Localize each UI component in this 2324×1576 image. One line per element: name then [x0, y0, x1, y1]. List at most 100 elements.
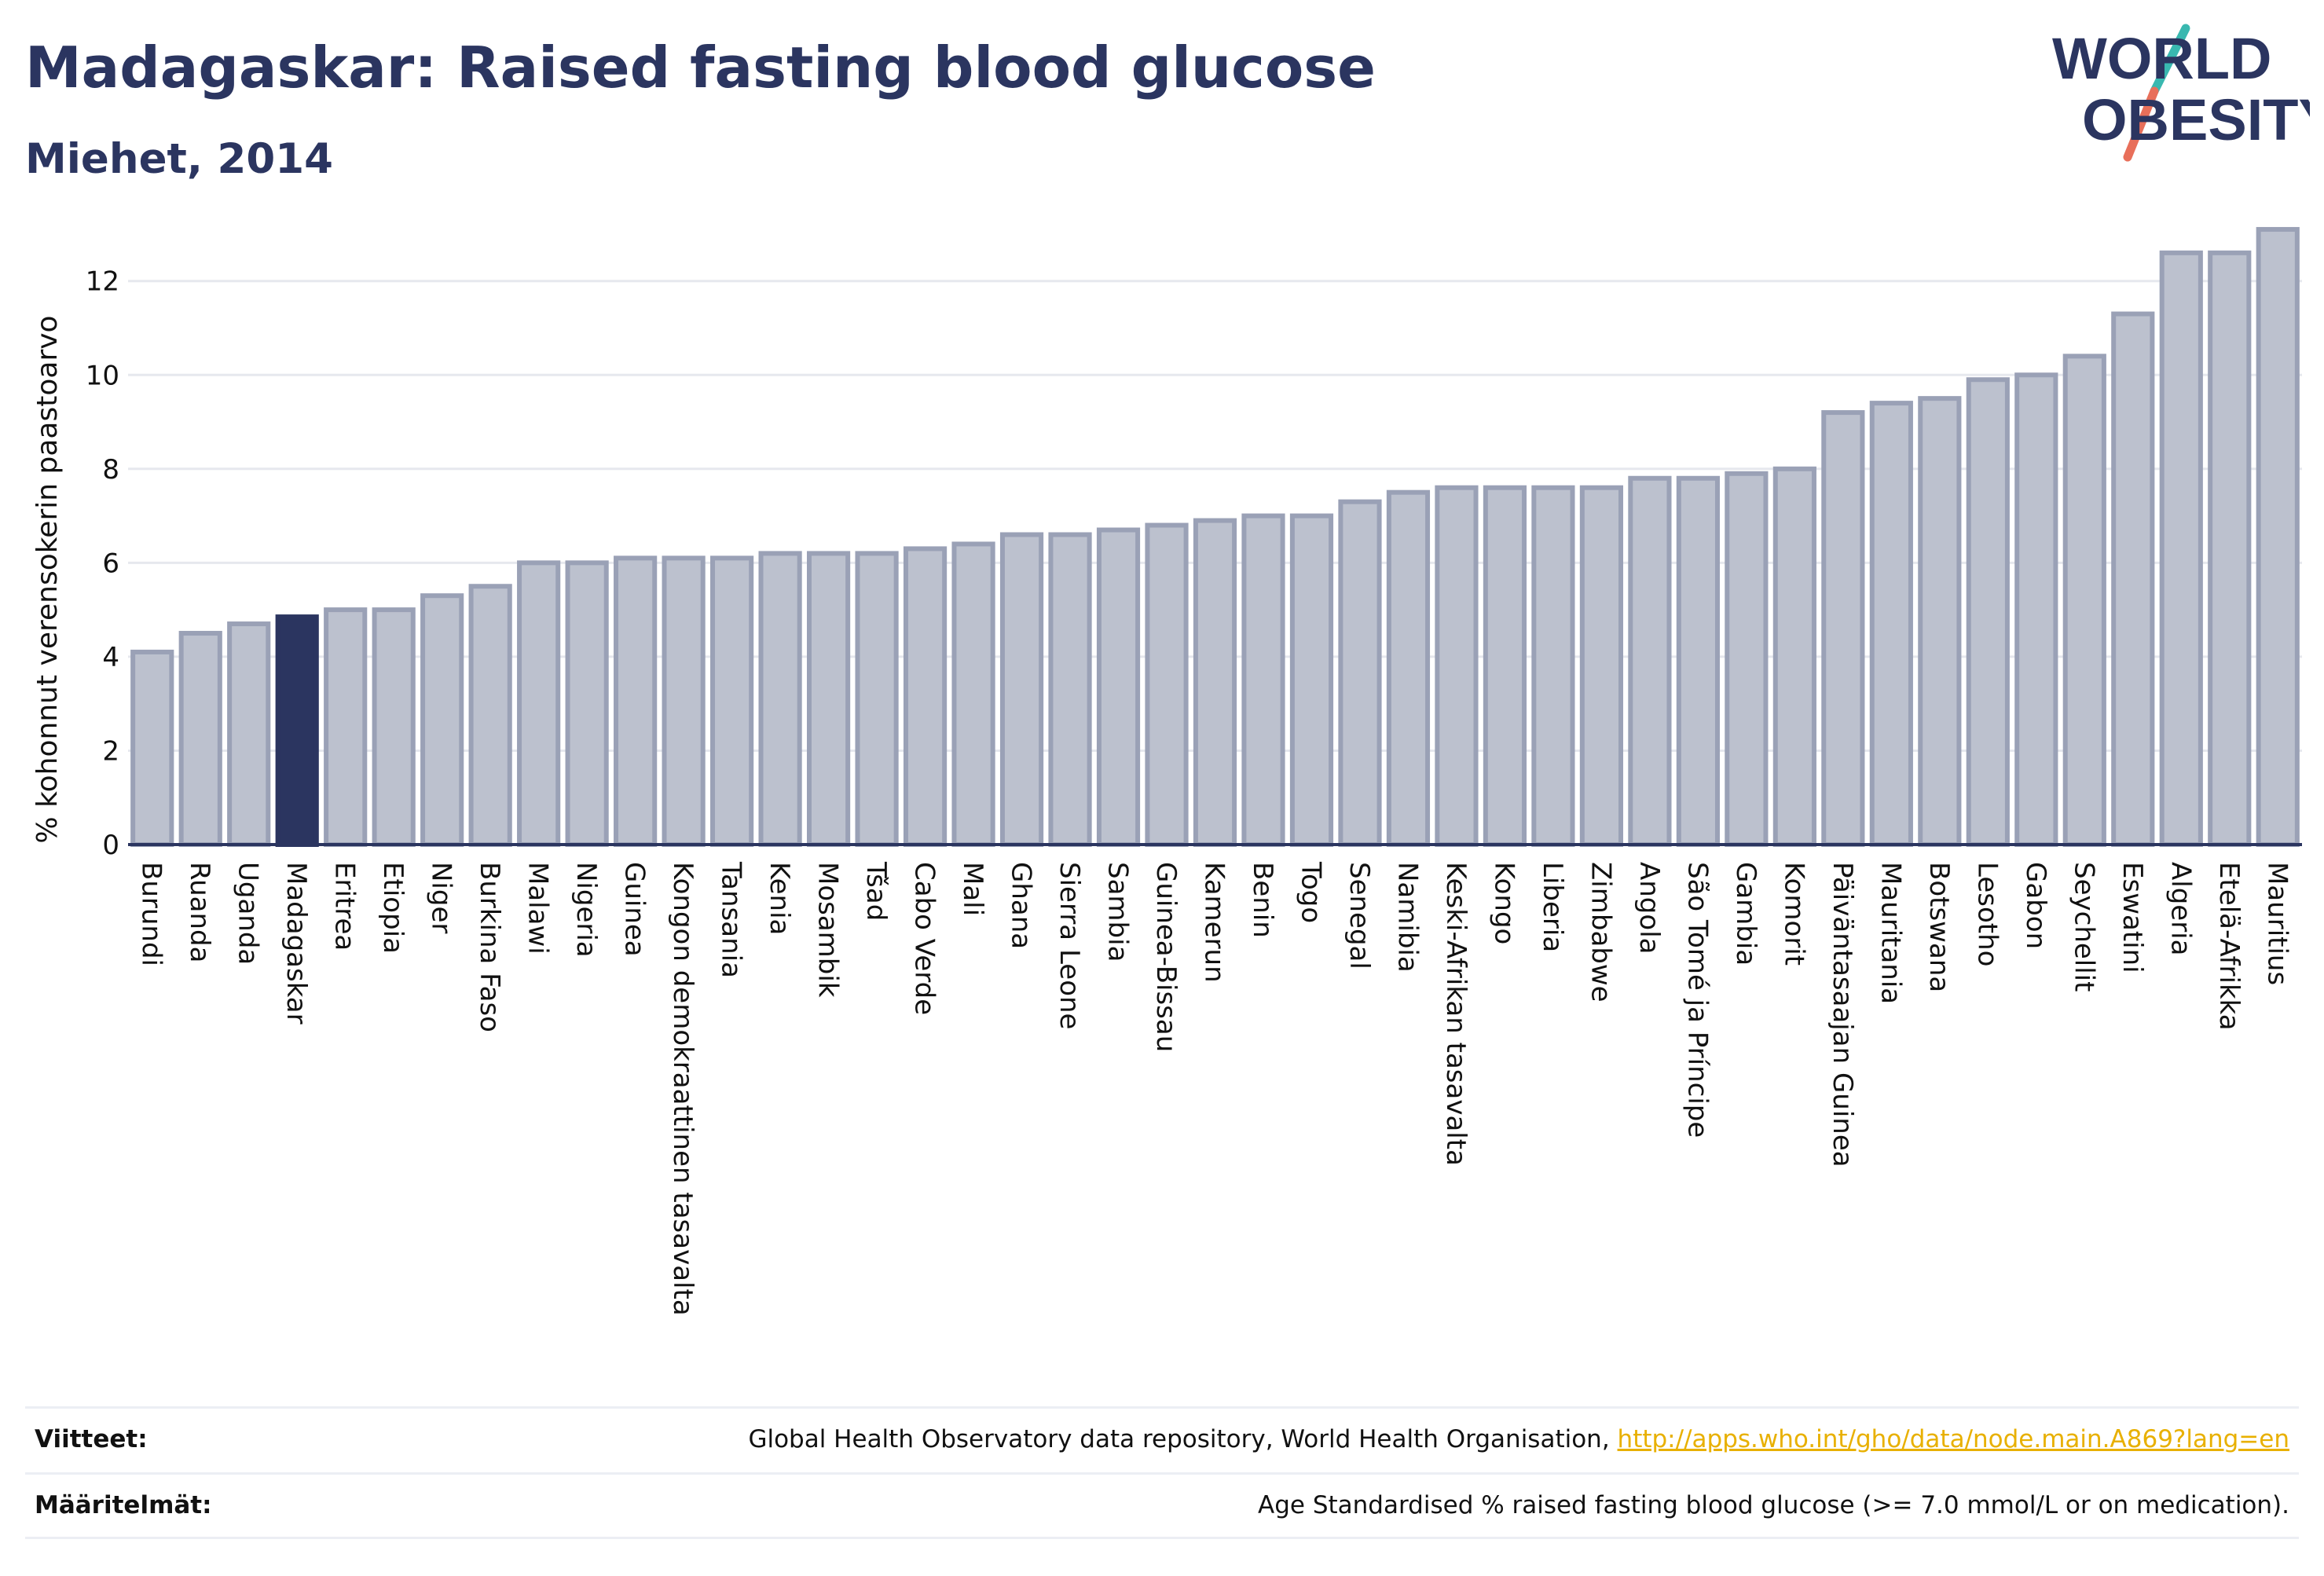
bar-angola[interactable]: [1628, 475, 1672, 847]
x-tick-label: Madagaskar: [280, 862, 312, 1024]
bar-sierra-leone[interactable]: [1048, 532, 1092, 847]
bar-sambia[interactable]: [1096, 527, 1141, 847]
x-tick-label: Sambia: [1102, 862, 1134, 962]
bar-zimbabwe[interactable]: [1579, 485, 1624, 847]
bar-kongo[interactable]: [1483, 485, 1527, 847]
footer-definitions-row: Määritelmät: Age Standardised % raised f…: [35, 1483, 2289, 1530]
bar-keski-afrikan-tasavalta[interactable]: [1435, 485, 1479, 847]
x-tick-label: Burkina Faso: [474, 862, 505, 1032]
bar-etiopia[interactable]: [372, 607, 416, 847]
bar-uganda[interactable]: [227, 621, 271, 848]
x-tick-label: Tansania: [716, 861, 747, 978]
bar-eritrea[interactable]: [324, 607, 368, 847]
page-subtitle: Miehet, 2014: [25, 135, 333, 183]
bar-eswatini[interactable]: [2111, 311, 2155, 847]
sources-value: Global Health Observatory data repositor…: [748, 1425, 2289, 1453]
x-tick-label: Algeria: [2165, 862, 2196, 955]
bar-p-iv-ntasaajan-guinea[interactable]: [1821, 410, 1865, 847]
y-tick-label: 4: [102, 642, 119, 673]
x-tick-label: Botswana: [1923, 862, 1955, 992]
x-tick-label: Keski-Afrikan tasavalta: [1440, 862, 1472, 1166]
x-tick-label: Liberia: [1537, 862, 1568, 952]
sources-link[interactable]: http://apps.who.int/gho/data/node.main.A…: [1617, 1425, 2289, 1453]
bar-lesotho[interactable]: [1966, 377, 2010, 847]
bar-mauritius[interactable]: [2256, 226, 2300, 847]
bar-liberia[interactable]: [1531, 485, 1575, 847]
bar-madagaskar[interactable]: [275, 614, 319, 847]
definitions-label: Määritelmät:: [35, 1491, 212, 1519]
bar-malawi[interactable]: [517, 560, 561, 847]
definitions-text: Age Standardised % raised fasting blood …: [1258, 1491, 2289, 1519]
bar-nigeria[interactable]: [565, 560, 609, 847]
footer-sources-row: Viitteet: Global Health Observatory data…: [35, 1417, 2289, 1464]
x-tick-label: Seychellit: [2068, 862, 2099, 991]
axis-layer: 0 2 4 6 8 10 12 Burundi Ruanda Uganda Madagaskar Er…: [86, 266, 2302, 1316]
bar-tansania[interactable]: [710, 555, 754, 847]
bar-benin[interactable]: [1241, 513, 1285, 847]
bar-gabon[interactable]: [2014, 372, 2058, 848]
x-tick-label: Kamerun: [1199, 862, 1230, 983]
x-tick-label: Komorit: [1778, 862, 1809, 966]
bar-botswana[interactable]: [1918, 396, 1962, 847]
bar-burundi[interactable]: [130, 649, 174, 847]
bar-gambia[interactable]: [1725, 471, 1769, 848]
bar-etel-afrikka[interactable]: [2208, 250, 2252, 847]
bar-mosambik[interactable]: [806, 551, 851, 847]
bar-mauritania[interactable]: [1869, 401, 1913, 847]
x-tick-label: Uganda: [233, 862, 264, 965]
x-tick-label: Etiopia: [377, 862, 409, 954]
world-obesity-logo: WORLD OBESITY: [2052, 24, 2310, 162]
bar-kamerun[interactable]: [1193, 518, 1237, 847]
x-tick-label: Nigeria: [570, 862, 602, 958]
x-tick-label: Ghana: [1006, 862, 1037, 949]
bar-guinea-bissau[interactable]: [1145, 522, 1189, 847]
x-tick-label: Lesotho: [1971, 862, 2003, 966]
x-tick-label: Malawi: [522, 862, 554, 955]
x-tick-label: Eritrea: [329, 862, 361, 951]
bar-guinea[interactable]: [614, 555, 658, 847]
x-tick-label: Gabon: [2020, 862, 2051, 949]
x-tick-label: Tšad: [860, 861, 892, 921]
x-tick-label: Mali: [957, 862, 988, 916]
bar-niger[interactable]: [420, 593, 464, 847]
x-tick-label: Päiväntasaajan Guinea: [1827, 862, 1858, 1167]
bar-cabo-verde[interactable]: [903, 546, 948, 848]
bar-komorit[interactable]: [1772, 466, 1816, 847]
bar-algeria[interactable]: [2159, 250, 2203, 847]
x-tick-label: Mosambik: [812, 862, 844, 998]
bar-kenia[interactable]: [758, 551, 802, 847]
page-title: Madagaskar: Raised fasting blood glucose: [25, 35, 1376, 101]
bar-s-o-tom-ja-pr-ncipe[interactable]: [1676, 475, 1720, 847]
y-tick-label: 8: [102, 454, 119, 486]
x-tick-label: Burundi: [136, 862, 167, 966]
bar-burkina-faso[interactable]: [468, 584, 512, 847]
x-tick-label: Etelä-Afrikka: [2213, 862, 2245, 1031]
logo-line1: WORLD: [2052, 26, 2272, 91]
x-tick-label: Cabo Verde: [909, 862, 940, 1015]
sources-label: Viitteet:: [35, 1425, 148, 1453]
bar-namibia[interactable]: [1386, 489, 1431, 847]
x-tick-label: Sierra Leone: [1054, 862, 1085, 1029]
x-tick-label: Guinea-Bissau: [1150, 862, 1182, 1052]
bar-mali[interactable]: [951, 541, 995, 847]
footer-divider-top: [25, 1406, 2299, 1409]
y-tick-label: 6: [102, 548, 119, 579]
bar-ghana[interactable]: [999, 532, 1044, 847]
bar-senegal[interactable]: [1338, 499, 1382, 847]
bar-seychellit[interactable]: [2062, 354, 2106, 847]
bar-kongon-demokraattinen-tasavalta[interactable]: [662, 555, 706, 847]
x-tick-label: Benin: [1247, 862, 1278, 938]
y-tick-label: 10: [86, 360, 119, 391]
logo-line2: OBESITY: [2082, 87, 2310, 152]
x-tick-label: Zimbabwe: [1585, 862, 1616, 1002]
sources-text: Global Health Observatory data repositor…: [748, 1425, 1618, 1453]
bar-t-ad[interactable]: [855, 551, 899, 847]
logo-slash-coral: [2123, 86, 2159, 162]
bar-layer: [130, 226, 2300, 848]
x-tick-label: Kongo: [1488, 862, 1519, 944]
bar-togo[interactable]: [1289, 513, 1334, 847]
bar-ruanda[interactable]: [178, 631, 222, 847]
x-tick-label: Eswatini: [2117, 862, 2148, 973]
x-tick-label: Senegal: [1343, 862, 1375, 969]
x-tick-label: São Tomé ja Príncipe: [1681, 862, 1713, 1138]
